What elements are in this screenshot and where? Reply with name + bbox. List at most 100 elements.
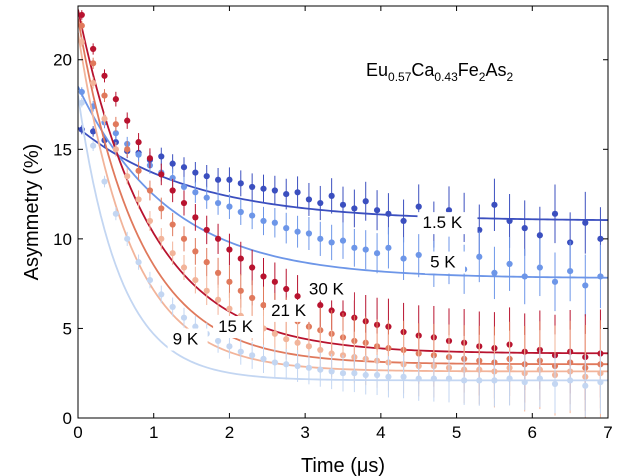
data-point	[237, 208, 244, 216]
data-point	[226, 203, 233, 210]
data-point	[283, 225, 290, 232]
data-point	[226, 176, 233, 183]
data-point	[90, 79, 97, 87]
data-point	[90, 45, 97, 53]
data-point	[124, 117, 131, 124]
data-point	[536, 232, 543, 239]
data-point	[249, 183, 256, 191]
data-point	[192, 169, 199, 176]
y-tick-label: 0	[63, 409, 72, 428]
curve-label: 9 K	[173, 330, 199, 349]
data-point	[249, 294, 256, 302]
formula-fe: Fe	[458, 60, 479, 80]
data-point	[305, 196, 313, 203]
x-tick-label: 7	[603, 423, 612, 442]
data-point	[169, 250, 176, 257]
data-point	[237, 255, 244, 262]
data-point	[226, 305, 233, 312]
curve-label: 30 K	[309, 279, 345, 298]
data-point	[101, 92, 108, 99]
data-point	[112, 146, 119, 153]
data-point	[146, 187, 154, 194]
data-point	[180, 164, 188, 171]
data-point	[146, 217, 154, 225]
data-point	[226, 246, 233, 253]
data-point	[249, 352, 256, 359]
y-tick-label: 10	[53, 230, 72, 249]
formula-as: As	[485, 60, 506, 80]
x-tick-label: 2	[225, 423, 234, 442]
data-point	[317, 366, 324, 373]
data-point	[135, 259, 142, 266]
data-point	[582, 382, 589, 389]
data-point	[328, 192, 335, 199]
data-point	[214, 296, 222, 303]
data-point	[317, 346, 324, 354]
y-tick-label: 20	[53, 51, 72, 70]
data-point	[112, 96, 119, 103]
data-point	[192, 248, 199, 255]
data-point	[582, 282, 589, 289]
data-point	[169, 174, 176, 182]
data-point	[317, 235, 324, 242]
data-point	[294, 339, 301, 346]
curve-label: 5 K	[430, 253, 456, 272]
formula-ca: Ca	[411, 60, 435, 80]
data-point	[169, 160, 176, 167]
data-point	[158, 153, 165, 160]
data-point	[305, 364, 313, 371]
data-point	[180, 183, 188, 191]
data-point	[551, 278, 559, 285]
data-point	[249, 212, 256, 219]
data-point	[476, 253, 483, 260]
curve-label: 21 K	[271, 301, 307, 320]
data-point	[521, 225, 528, 232]
data-point	[90, 128, 97, 135]
data-point	[362, 371, 369, 379]
data-point	[551, 380, 559, 388]
data-point	[101, 115, 108, 122]
data-point	[124, 146, 131, 153]
data-point	[283, 285, 290, 293]
y-axis-label: Asymmetry (%)	[21, 144, 43, 281]
data-point	[317, 199, 324, 207]
data-point	[491, 201, 498, 208]
data-point	[385, 210, 392, 217]
data-point	[214, 337, 222, 345]
compound-formula: Eu0.57Ca0.43Fe2As2	[366, 60, 513, 84]
curve-label: 15 K	[218, 317, 254, 336]
data-point	[400, 255, 407, 262]
data-point	[90, 142, 97, 149]
data-point	[294, 189, 301, 196]
data-point	[283, 361, 290, 368]
y-axis-ticks: 0 5 10 15 20	[53, 51, 608, 428]
data-point	[271, 359, 278, 366]
data-point	[283, 336, 290, 343]
fit-curve	[78, 127, 608, 221]
x-tick-label: 5	[452, 423, 461, 442]
data-point	[339, 201, 347, 208]
data-point	[135, 151, 142, 158]
x-tick-label: 4	[376, 423, 385, 442]
data-point	[214, 176, 222, 183]
data-point	[260, 217, 267, 225]
data-point	[90, 60, 97, 67]
data-point	[271, 187, 278, 194]
data-point	[362, 198, 369, 205]
x-tick-label: 3	[300, 423, 309, 442]
curve-label-bg	[213, 316, 264, 339]
data-point	[400, 217, 407, 225]
data-point	[214, 269, 222, 277]
data-point	[351, 244, 358, 251]
data-point	[124, 173, 131, 180]
data-point	[260, 273, 267, 280]
plot-frame	[77, 5, 609, 419]
formula-ca-sub: 0.43	[434, 70, 458, 84]
data-point	[400, 373, 407, 380]
x-axis-ticks: 0 1 2 3 4 5 6 7	[73, 6, 613, 442]
data-point	[146, 155, 154, 162]
data-point	[271, 219, 278, 226]
data-point	[203, 194, 210, 201]
data-point	[135, 167, 142, 174]
data-point	[305, 230, 313, 237]
